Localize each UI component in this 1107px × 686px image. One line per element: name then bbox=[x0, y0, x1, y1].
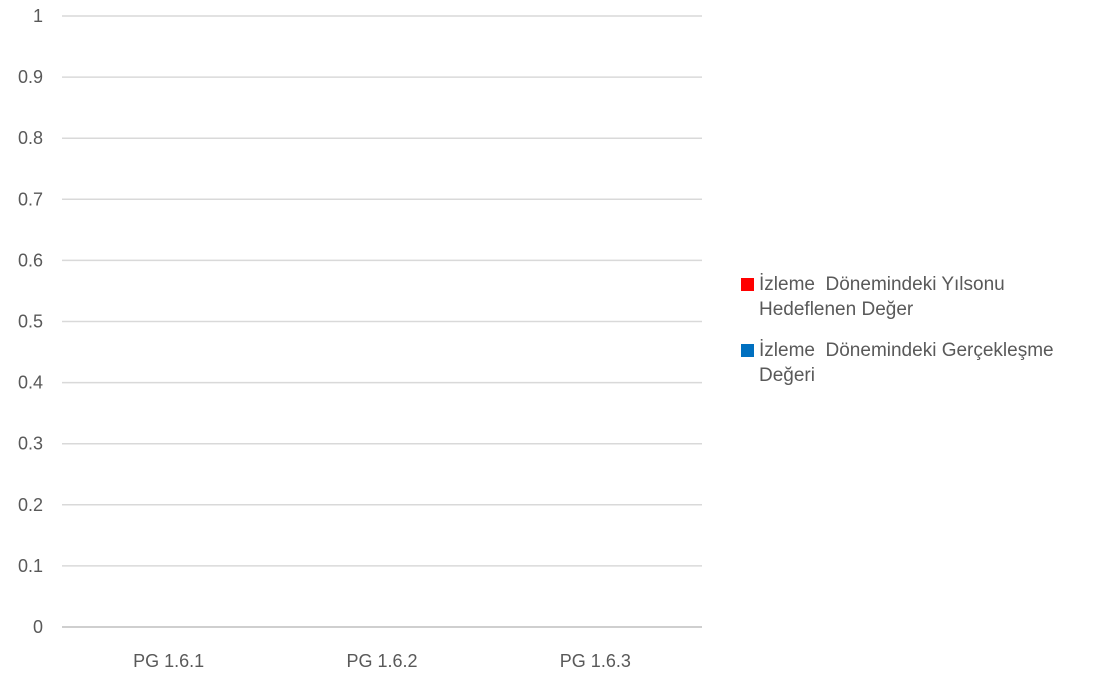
y-tick-label: 0.6 bbox=[18, 250, 43, 270]
legend-swatch-target bbox=[741, 278, 754, 291]
x-tick-label: PG 1.6.1 bbox=[133, 651, 204, 671]
legend-label-target: İzleme Dönemindeki Yılsonu Hedeflenen De… bbox=[759, 274, 1011, 320]
y-tick-label: 0.8 bbox=[18, 128, 43, 148]
y-tick-label: 0.5 bbox=[18, 312, 43, 332]
y-tick-label: 0.2 bbox=[18, 495, 43, 515]
legend-item-target: İzleme Dönemindeki Yılsonu Hedeflenen De… bbox=[741, 272, 1101, 322]
legend-label-actual: İzleme Dönemindeki Gerçekleşme Değeri bbox=[759, 340, 1059, 386]
y-tick-label: 0.3 bbox=[18, 434, 43, 454]
chart-legend: İzleme Dönemindeki Yılsonu Hedeflenen De… bbox=[741, 272, 1101, 404]
y-tick-label: 0.4 bbox=[18, 373, 43, 393]
legend-swatch-actual bbox=[741, 344, 754, 357]
legend-item-actual: İzleme Dönemindeki Gerçekleşme Değeri bbox=[741, 338, 1101, 388]
y-tick-label: 0.1 bbox=[18, 556, 43, 576]
y-tick-label: 0.9 bbox=[18, 67, 43, 87]
x-tick-label: PG 1.6.3 bbox=[560, 651, 631, 671]
x-tick-label: PG 1.6.2 bbox=[346, 651, 417, 671]
y-tick-label: 1 bbox=[33, 6, 43, 26]
y-tick-label: 0.7 bbox=[18, 189, 43, 209]
y-tick-label: 0 bbox=[33, 617, 43, 637]
